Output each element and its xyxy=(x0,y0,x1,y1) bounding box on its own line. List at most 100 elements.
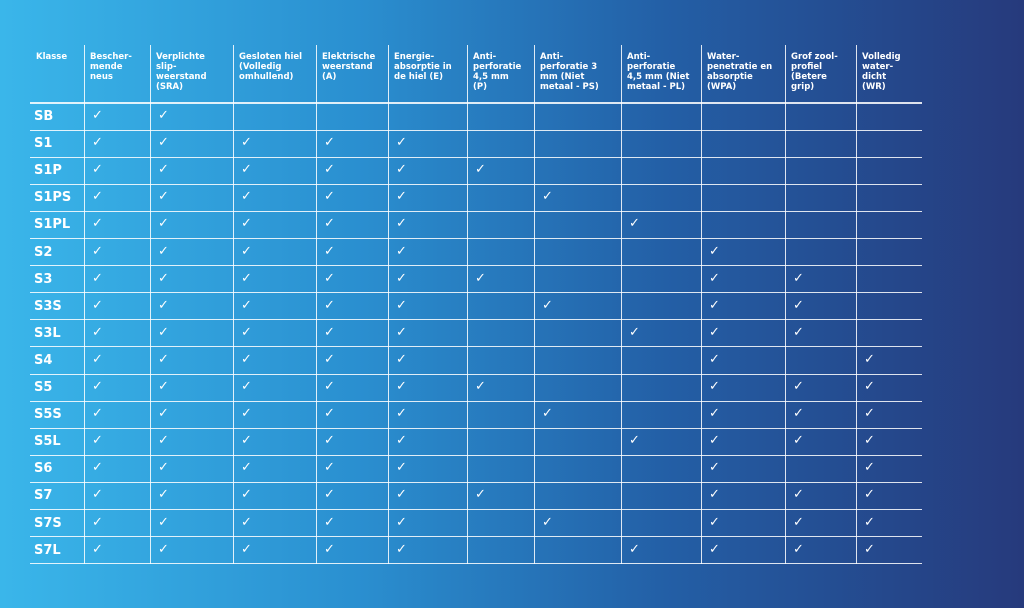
column-line xyxy=(84,45,85,564)
row-label: S6 xyxy=(34,461,53,477)
check-mark: ✓ xyxy=(92,541,103,557)
check-mark: ✓ xyxy=(92,108,103,123)
check-mark: ✓ xyxy=(709,297,720,313)
column-header: Elektrische weerstand (A) xyxy=(322,52,376,82)
check-mark: ✓ xyxy=(158,162,169,178)
row-label: S1PS xyxy=(34,190,72,206)
column-line xyxy=(701,45,702,564)
check-mark: ✓ xyxy=(241,487,252,503)
row-label: S3 xyxy=(34,271,53,287)
check-mark: ✓ xyxy=(475,487,486,503)
check-mark: ✓ xyxy=(542,297,553,313)
check-mark: ✓ xyxy=(158,460,169,476)
check-mark: ✓ xyxy=(92,406,103,422)
check-mark: ✓ xyxy=(241,189,252,205)
check-mark: ✓ xyxy=(709,324,720,340)
check-mark: ✓ xyxy=(92,135,103,151)
check-mark: ✓ xyxy=(92,379,103,394)
check-mark: ✓ xyxy=(396,270,407,286)
column-header: Verplichte slip- weerstand (SRA) xyxy=(156,52,207,92)
row-label: S5L xyxy=(34,434,61,450)
check-mark: ✓ xyxy=(864,541,875,557)
check-mark: ✓ xyxy=(324,541,335,557)
check-mark: ✓ xyxy=(324,135,335,151)
check-mark: ✓ xyxy=(396,433,407,449)
check-mark: ✓ xyxy=(709,379,720,394)
check-mark: ✓ xyxy=(396,324,407,340)
check-mark: ✓ xyxy=(396,135,407,151)
column-header: Volledig water- dicht (WR) xyxy=(862,52,901,92)
check-mark: ✓ xyxy=(241,460,252,476)
check-mark: ✓ xyxy=(241,433,252,449)
column-header: Bescher- mende neus xyxy=(90,52,132,82)
row-line xyxy=(30,563,922,565)
check-mark: ✓ xyxy=(709,514,720,530)
check-mark: ✓ xyxy=(241,379,252,394)
row-label: S1P xyxy=(34,163,62,179)
column-header: Water- penetratie en absorptie (WPA) xyxy=(707,52,773,92)
check-mark: ✓ xyxy=(92,433,103,449)
column-line xyxy=(467,45,468,564)
check-mark: ✓ xyxy=(396,216,407,232)
check-mark: ✓ xyxy=(324,433,335,449)
check-mark: ✓ xyxy=(241,514,252,530)
row-line xyxy=(30,454,922,456)
check-mark: ✓ xyxy=(324,189,335,205)
row-line xyxy=(30,427,922,429)
row-line xyxy=(30,346,922,348)
row-label: S1PL xyxy=(34,217,71,233)
column-header: Klasse xyxy=(36,52,68,62)
check-mark: ✓ xyxy=(396,487,407,503)
row-label: S7S xyxy=(34,515,62,531)
row-label: S3L xyxy=(34,325,61,341)
check-mark: ✓ xyxy=(158,135,169,151)
column-line xyxy=(621,45,622,564)
check-mark: ✓ xyxy=(158,108,169,123)
check-mark: ✓ xyxy=(158,270,169,286)
check-mark: ✓ xyxy=(324,514,335,530)
column-header: Gesloten hiel (Volledig omhullend) xyxy=(239,52,303,82)
check-mark: ✓ xyxy=(709,460,720,476)
check-mark: ✓ xyxy=(542,514,553,530)
check-mark: ✓ xyxy=(241,270,252,286)
check-mark: ✓ xyxy=(864,406,875,422)
row-label: S2 xyxy=(34,244,53,260)
check-mark: ✓ xyxy=(158,189,169,205)
check-mark: ✓ xyxy=(92,324,103,340)
check-mark: ✓ xyxy=(396,162,407,178)
check-mark: ✓ xyxy=(864,351,875,367)
check-mark: ✓ xyxy=(92,460,103,476)
row-line xyxy=(30,265,922,267)
check-mark: ✓ xyxy=(158,297,169,313)
check-mark: ✓ xyxy=(629,433,640,449)
check-mark: ✓ xyxy=(324,243,335,259)
check-mark: ✓ xyxy=(709,487,720,503)
check-mark: ✓ xyxy=(241,243,252,259)
check-mark: ✓ xyxy=(793,379,804,394)
check-mark: ✓ xyxy=(475,162,486,178)
row-label: S4 xyxy=(34,352,53,368)
check-mark: ✓ xyxy=(324,324,335,340)
check-mark: ✓ xyxy=(396,379,407,394)
row-label: S3S xyxy=(34,298,62,314)
check-mark: ✓ xyxy=(92,216,103,232)
check-mark: ✓ xyxy=(396,351,407,367)
row-label: SB xyxy=(34,109,54,124)
row-label: S1 xyxy=(34,136,53,152)
row-line xyxy=(30,481,922,483)
check-mark: ✓ xyxy=(324,460,335,476)
check-mark: ✓ xyxy=(396,243,407,259)
row-line xyxy=(30,319,922,321)
check-mark: ✓ xyxy=(158,487,169,503)
column-header: Anti- perforatie 4,5 mm (Niet metaal - P… xyxy=(627,52,690,92)
check-mark: ✓ xyxy=(793,514,804,530)
check-mark: ✓ xyxy=(158,514,169,530)
check-mark: ✓ xyxy=(396,406,407,422)
check-mark: ✓ xyxy=(864,487,875,503)
check-mark: ✓ xyxy=(241,297,252,313)
check-mark: ✓ xyxy=(793,541,804,557)
row-label: S7 xyxy=(34,488,53,504)
check-mark: ✓ xyxy=(709,433,720,449)
check-mark: ✓ xyxy=(92,487,103,503)
row-label: S7L xyxy=(34,542,61,558)
